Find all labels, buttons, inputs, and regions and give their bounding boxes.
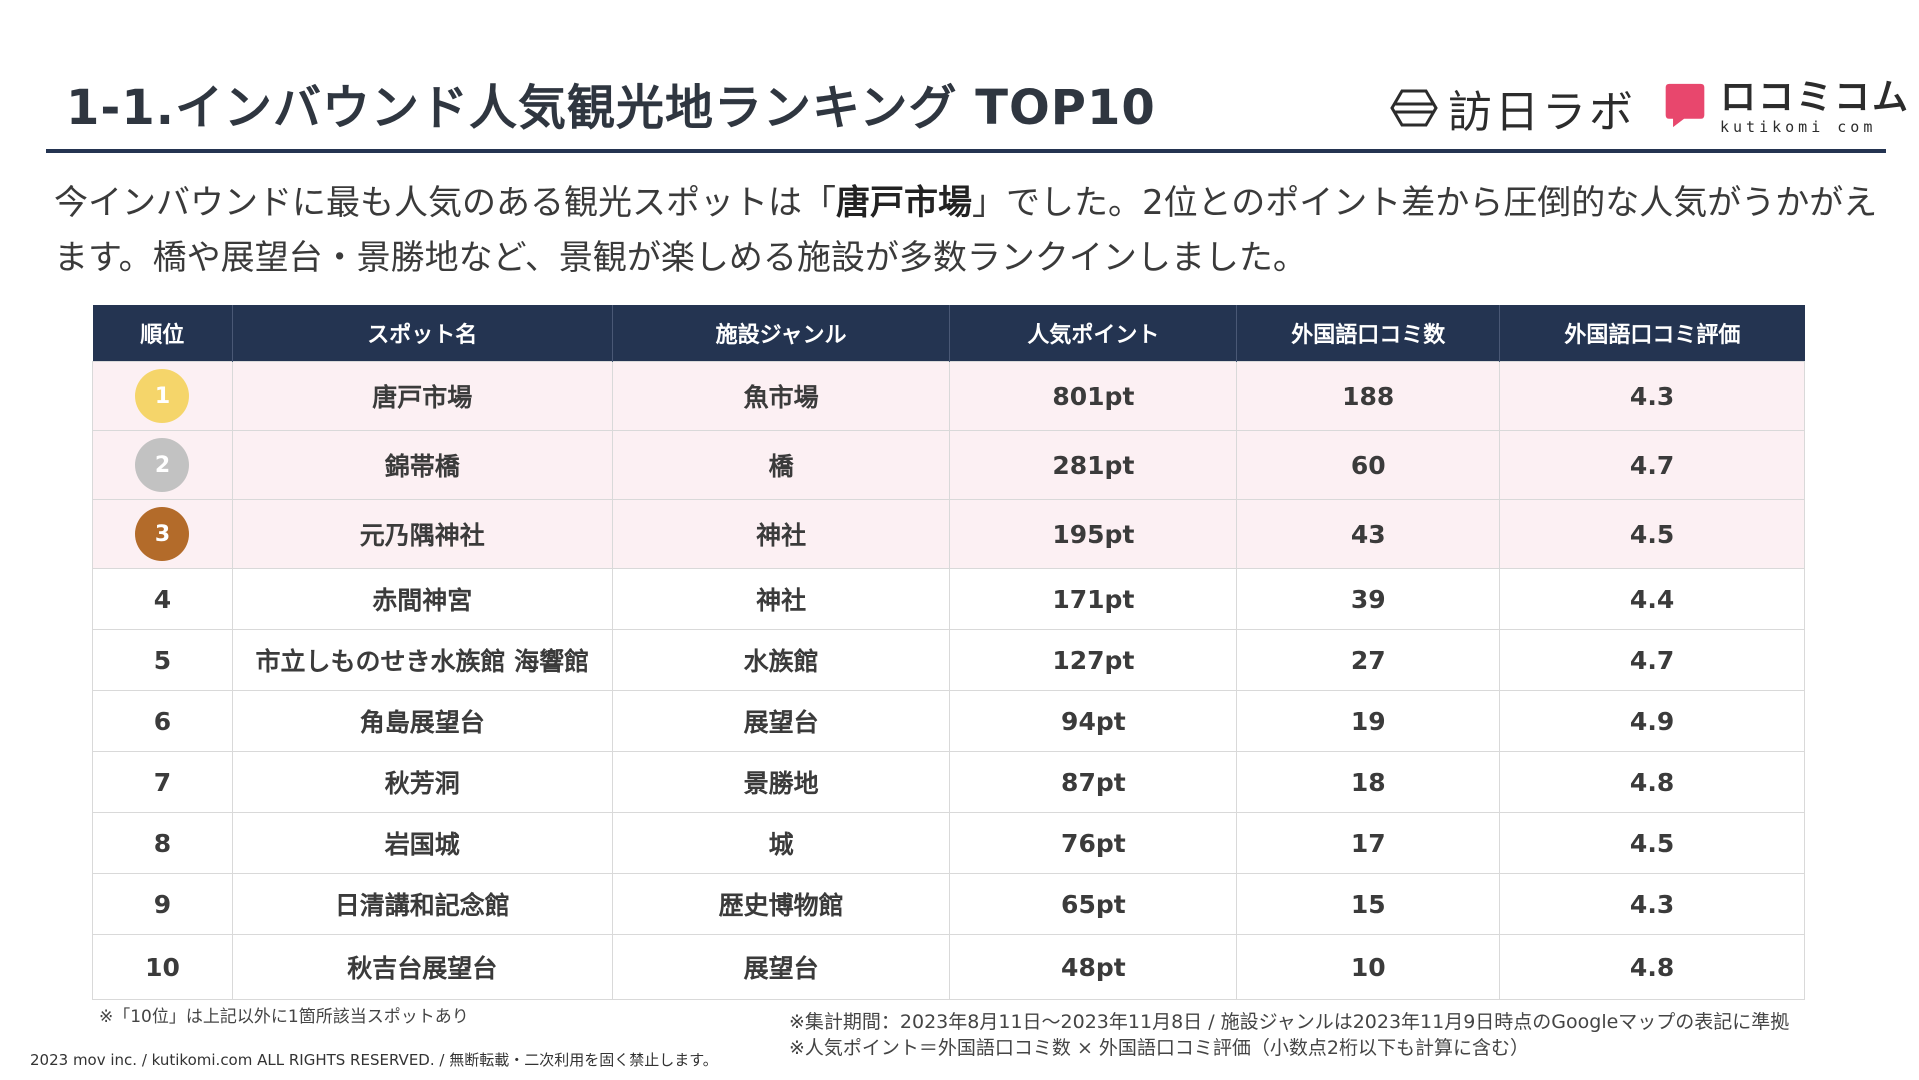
spot-cell: 元乃隅神社 <box>231 499 613 569</box>
kutikomi-logo-subtext: kutikomi com <box>1720 118 1877 136</box>
gold-medal-badge: 1 <box>135 369 190 423</box>
table-row: 6 角島展望台 展望台 94pt 19 4.9 <box>92 690 1805 752</box>
table-row: 8 岩国城 城 76pt 17 4.5 <box>92 812 1805 874</box>
lead-text: 今インバウンドに最も人気のある観光スポットは「唐戸市場」でした。2位とのポイント… <box>54 176 1884 286</box>
genre-cell: 展望台 <box>611 934 951 1000</box>
reviews-cell: 15 <box>1236 873 1501 935</box>
rating-cell: 4.7 <box>1499 629 1805 691</box>
period-note: ※集計期間：2023年8月11日～2023年11月8日 / 施設ジャンルは202… <box>789 1011 1790 1033</box>
spot-cell: 唐戸市場 <box>231 361 613 431</box>
rank-cell: 4 <box>92 568 233 630</box>
reviews-cell: 17 <box>1236 812 1501 874</box>
spot-cell: 赤間神宮 <box>231 568 613 630</box>
table-row: 9 日清講和記念館 歴史博物館 65pt 15 4.3 <box>92 873 1805 935</box>
genre-cell: 展望台 <box>611 690 951 752</box>
spot-cell: 角島展望台 <box>231 690 613 752</box>
lead-text-after: 」でした。2位とのポイント差から圧倒的な人気がうかがえます。橋や展望台・景勝地な… <box>54 183 1878 278</box>
title-divider <box>46 149 1886 153</box>
copyright-text: 2023 mov inc. / kutikomi.com ALL RIGHTS … <box>30 1051 718 1069</box>
reviews-cell: 43 <box>1236 499 1501 569</box>
spot-cell: 岩国城 <box>231 812 613 874</box>
formula-note: ※人気ポイント＝外国語口コミ数 × 外国語口コミ評価（小数点2桁以下も計算に含む… <box>789 1037 1530 1059</box>
header-genre: 施設ジャンル <box>611 305 950 362</box>
spot-cell: 市立しものせき水族館 海響館 <box>231 629 613 691</box>
table-footnote: ※「10位」は上記以外に1箇所該当スポットあり <box>99 1007 469 1027</box>
rank-cell: 1 <box>92 361 233 431</box>
points-cell: 195pt <box>949 499 1238 569</box>
rank-cell: 8 <box>92 812 233 874</box>
reviews-cell: 39 <box>1236 568 1501 630</box>
rating-cell: 4.7 <box>1499 430 1805 500</box>
header-rank: 順位 <box>92 305 233 362</box>
spot-cell: 日清講和記念館 <box>231 873 613 935</box>
silver-medal-badge: 2 <box>135 438 190 492</box>
spot-cell: 秋吉台展望台 <box>231 934 613 1000</box>
reviews-cell: 19 <box>1236 690 1501 752</box>
speech-bubble-icon <box>1665 83 1705 128</box>
rank-cell: 10 <box>92 934 233 1000</box>
rank-cell: 5 <box>92 629 233 691</box>
reviews-cell: 27 <box>1236 629 1501 691</box>
spot-cell: 秋芳洞 <box>231 751 613 813</box>
table-row: 10 秋吉台展望台 展望台 48pt 10 4.8 <box>92 934 1805 1000</box>
kutikomi-logo: ロコミコム kutikomi com <box>1662 78 1910 136</box>
ranking-table: 順位 スポット名 施設ジャンル 人気ポイント 外国語口コミ数 外国語口コミ評価 … <box>92 305 1805 1000</box>
points-cell: 171pt <box>949 568 1238 630</box>
table-row: 4 赤間神宮 神社 171pt 39 4.4 <box>92 568 1805 630</box>
rank-cell: 3 <box>92 499 233 569</box>
rank-cell: 2 <box>92 430 233 500</box>
table-row: 2 錦帯橋 橋 281pt 60 4.7 <box>92 430 1805 500</box>
rank-cell: 7 <box>92 751 233 813</box>
reviews-cell: 188 <box>1236 361 1501 431</box>
reviews-cell: 10 <box>1236 934 1501 1000</box>
points-cell: 76pt <box>949 812 1238 874</box>
page-title: 1-1.インバウンド人気観光地ランキング TOP10 <box>66 80 1156 136</box>
genre-cell: 水族館 <box>611 629 951 691</box>
reviews-cell: 60 <box>1236 430 1501 500</box>
points-cell: 87pt <box>949 751 1238 813</box>
kutikomi-logo-text: ロコミコム <box>1720 77 1911 118</box>
points-cell: 94pt <box>949 690 1238 752</box>
hojin-lab-logo: 訪日ラボ <box>1390 80 1636 138</box>
lead-highlight: 唐戸市場 <box>836 183 972 223</box>
points-cell: 48pt <box>949 934 1238 1000</box>
rating-cell: 4.8 <box>1499 751 1805 813</box>
genre-cell: 景勝地 <box>611 751 951 813</box>
hojin-lab-logo-text: 訪日ラボ <box>1448 87 1636 138</box>
rating-cell: 4.8 <box>1499 934 1805 1000</box>
table-row: 1 唐戸市場 魚市場 801pt 188 4.3 <box>92 361 1805 431</box>
header-spot: スポット名 <box>231 305 613 362</box>
rating-cell: 4.5 <box>1499 499 1805 569</box>
header-review-rating: 外国語口コミ評価 <box>1499 305 1805 362</box>
rating-cell: 4.4 <box>1499 568 1805 630</box>
table-header-row: 順位 スポット名 施設ジャンル 人気ポイント 外国語口コミ数 外国語口コミ評価 <box>92 305 1805 362</box>
hojin-lab-icon <box>1390 89 1438 127</box>
genre-cell: 神社 <box>611 499 951 569</box>
bronze-medal-badge: 3 <box>135 507 190 561</box>
genre-cell: 魚市場 <box>611 361 951 431</box>
table-row: 3 元乃隅神社 神社 195pt 43 4.5 <box>92 499 1805 569</box>
rating-cell: 4.9 <box>1499 690 1805 752</box>
rank-cell: 9 <box>92 873 233 935</box>
genre-cell: 神社 <box>611 568 951 630</box>
table-row: 5 市立しものせき水族館 海響館 水族館 127pt 27 4.7 <box>92 629 1805 691</box>
genre-cell: 城 <box>611 812 951 874</box>
header-review-count: 外国語口コミ数 <box>1236 305 1500 362</box>
genre-cell: 橋 <box>611 430 951 500</box>
spot-cell: 錦帯橋 <box>231 430 613 500</box>
rank-cell: 6 <box>92 690 233 752</box>
header-points: 人気ポイント <box>949 305 1237 362</box>
lead-text-before: 今インバウンドに最も人気のある観光スポットは「 <box>54 183 836 223</box>
points-cell: 127pt <box>949 629 1238 691</box>
points-cell: 801pt <box>949 361 1238 431</box>
table-row: 7 秋芳洞 景勝地 87pt 18 4.8 <box>92 751 1805 813</box>
points-cell: 281pt <box>949 430 1238 500</box>
rating-cell: 4.3 <box>1499 873 1805 935</box>
reviews-cell: 18 <box>1236 751 1501 813</box>
methodology-notes: ※集計期間：2023年8月11日～2023年11月8日 / 施設ジャンルは202… <box>789 1009 1789 1061</box>
rating-cell: 4.5 <box>1499 812 1805 874</box>
genre-cell: 歴史博物館 <box>611 873 951 935</box>
points-cell: 65pt <box>949 873 1238 935</box>
rating-cell: 4.3 <box>1499 361 1805 431</box>
